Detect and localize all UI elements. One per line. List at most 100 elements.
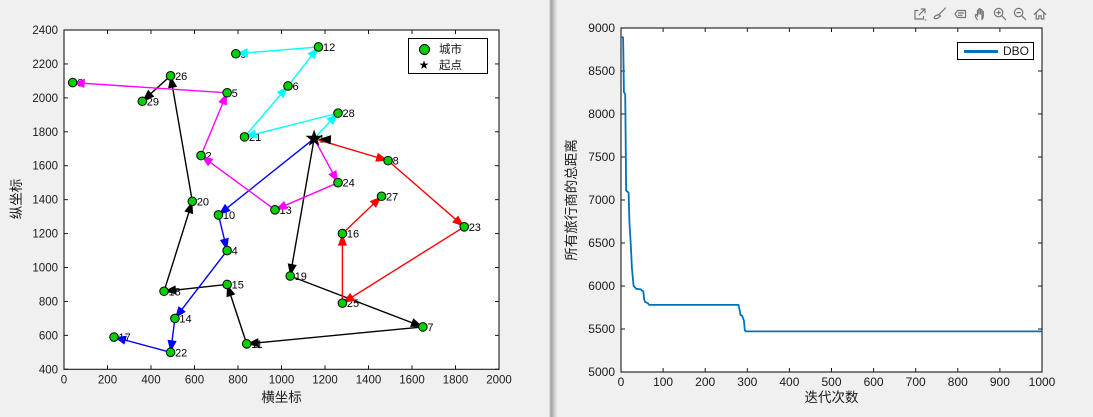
zoom-out-button[interactable] bbox=[1011, 5, 1028, 23]
pan-hand-icon bbox=[974, 8, 984, 21]
y-tick-label: 2000 bbox=[32, 93, 58, 105]
home-button[interactable] bbox=[1031, 5, 1048, 23]
zoom-in-button[interactable] bbox=[991, 5, 1008, 23]
y-tick-label: 7500 bbox=[588, 150, 615, 164]
city-dot bbox=[196, 150, 206, 161]
city-dot bbox=[159, 286, 169, 297]
export-button[interactable] bbox=[911, 5, 928, 23]
city-label: 16 bbox=[347, 229, 359, 241]
x-tick-label: 400 bbox=[141, 374, 160, 386]
route-segment bbox=[235, 46, 319, 55]
y-tick-label: 7000 bbox=[588, 193, 615, 207]
city-label: 24 bbox=[343, 178, 355, 190]
city-dot bbox=[165, 71, 176, 81]
route-segment bbox=[174, 250, 228, 319]
axes-border bbox=[63, 29, 500, 370]
datatip-button[interactable] bbox=[951, 5, 968, 23]
city-label: 15 bbox=[232, 279, 244, 291]
city-dot bbox=[283, 81, 293, 91]
route-segment bbox=[289, 138, 315, 277]
city-label: 22 bbox=[175, 347, 187, 359]
brush-button[interactable] bbox=[931, 5, 948, 23]
city-label: 26 bbox=[175, 71, 187, 83]
city-label: 10 bbox=[223, 210, 235, 222]
city-dot bbox=[333, 177, 343, 188]
zoom-in-icon bbox=[993, 7, 1006, 21]
city-label: 23 bbox=[469, 222, 481, 234]
y-tick-label: 2200 bbox=[32, 59, 58, 71]
x-tick-label: 700 bbox=[906, 375, 926, 389]
y-tick-label: 1800 bbox=[32, 127, 58, 139]
conv-yaxis-label: 所有旅行商的总距离 bbox=[564, 139, 579, 261]
city-dot bbox=[270, 205, 280, 215]
city-label: 20 bbox=[197, 196, 209, 208]
x-tick-label: 1600 bbox=[399, 374, 425, 386]
legend-row-city: 城市 bbox=[409, 41, 487, 57]
route-segment bbox=[387, 160, 465, 228]
route-segment bbox=[163, 201, 193, 292]
x-tick-label: 200 bbox=[695, 375, 715, 389]
city-label: 5 bbox=[232, 88, 238, 100]
y-tick-label: 400 bbox=[39, 364, 58, 376]
y-tick-label: 8500 bbox=[588, 64, 615, 78]
x-tick-label: 100 bbox=[653, 375, 673, 389]
city-dot bbox=[241, 339, 252, 349]
city-dot bbox=[239, 132, 250, 142]
city-dot bbox=[165, 347, 176, 358]
legend-city-label: 城市 bbox=[439, 44, 462, 56]
route-segment bbox=[200, 154, 276, 211]
zoom-out-icon bbox=[1013, 7, 1026, 21]
x-tick-label: 800 bbox=[228, 374, 247, 386]
x-tick-label: 1000 bbox=[1029, 375, 1056, 389]
city-dot bbox=[187, 196, 198, 207]
route-arrowhead bbox=[318, 135, 332, 145]
plot-area bbox=[621, 28, 1042, 372]
city-label: 14 bbox=[179, 313, 191, 325]
conv-legend[interactable]: DBO bbox=[957, 42, 1034, 60]
tsp-xaxis-label: 横坐标 bbox=[261, 390, 302, 405]
x-tick-label: 300 bbox=[737, 375, 757, 389]
x-tick-label: 500 bbox=[821, 375, 841, 389]
city-dot bbox=[337, 228, 348, 239]
y-tick-label: 600 bbox=[39, 330, 58, 342]
route-segment bbox=[246, 326, 423, 345]
route-arrowhead bbox=[246, 338, 260, 348]
y-tick-label: 1000 bbox=[32, 263, 58, 275]
y-tick-label: 9000 bbox=[588, 21, 615, 35]
x-tick-label: 1000 bbox=[269, 374, 295, 386]
route-segment bbox=[217, 138, 315, 216]
route-arrowhead bbox=[72, 78, 85, 88]
city-dot bbox=[418, 322, 428, 332]
city-dot bbox=[137, 96, 148, 107]
city-label: 27 bbox=[386, 191, 398, 203]
city-dot bbox=[109, 332, 119, 342]
tsp-yaxis-label: 纵坐标 bbox=[9, 178, 24, 220]
window-divider bbox=[549, 0, 557, 417]
legend-row-start: ★ 起点 bbox=[409, 57, 487, 73]
city-dot bbox=[222, 279, 232, 290]
pan-button[interactable] bbox=[971, 5, 988, 23]
x-tick-label: 1800 bbox=[443, 374, 469, 386]
route-segment bbox=[169, 75, 194, 202]
y-tick-label: 8000 bbox=[588, 107, 615, 121]
tsp-legend[interactable]: 城市 ★ 起点 bbox=[408, 38, 488, 74]
axes-border bbox=[620, 27, 1043, 373]
convergence-plot-svg: 0 100 200 300 400 500 600 700 800 900 1000 5000 5500… bbox=[588, 21, 1056, 389]
y-tick-label: 1400 bbox=[32, 195, 58, 207]
y-tick-label: 5500 bbox=[588, 322, 615, 336]
x-tick-label: 0 bbox=[61, 374, 67, 386]
y-tick-label: 5000 bbox=[588, 365, 615, 379]
city-dot bbox=[333, 108, 343, 118]
legend-dbo-label: DBO bbox=[1003, 44, 1030, 58]
city-dot bbox=[383, 155, 393, 166]
x-tick-label: 600 bbox=[864, 375, 884, 389]
city-label: 6 bbox=[293, 81, 299, 93]
city-dot bbox=[285, 271, 296, 281]
y-tick-label: 2400 bbox=[32, 25, 58, 37]
city-dot bbox=[222, 87, 232, 98]
city-label: 4 bbox=[232, 246, 238, 258]
tsp-plot-svg: 0 200 400 600 800 1000 1200 1400 1600 1800 2000 400… bbox=[32, 25, 511, 386]
datatip-icon bbox=[953, 9, 966, 19]
city-dot bbox=[313, 42, 324, 52]
